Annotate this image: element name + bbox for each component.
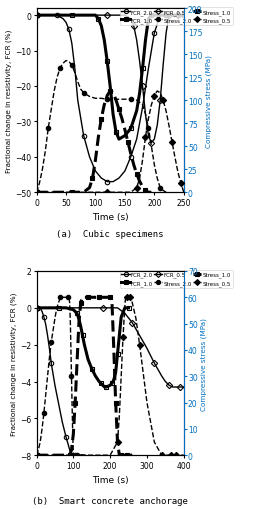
Legend: FCR_2.0, FCR_1.0, FCR_0.5, Stress_2.0, Stress_1.0, Stress_0.5: FCR_2.0, FCR_1.0, FCR_0.5, Stress_2.0, S…	[120, 8, 232, 25]
Text: (b)  Smart concrete anchorage: (b) Smart concrete anchorage	[32, 496, 188, 505]
X-axis label: Time (s): Time (s)	[92, 475, 129, 485]
Y-axis label: Fractional change in resistivity, FCR (%): Fractional change in resistivity, FCR (%…	[6, 30, 12, 173]
Text: (a)  Cubic specimens: (a) Cubic specimens	[56, 230, 164, 239]
Y-axis label: Compressive stress (MPa): Compressive stress (MPa)	[205, 54, 212, 147]
X-axis label: Time (s): Time (s)	[92, 213, 129, 222]
Y-axis label: Fractional change in resistivity, FCR (%): Fractional change in resistivity, FCR (%…	[10, 292, 17, 435]
Y-axis label: Compressive stress (MPa): Compressive stress (MPa)	[200, 317, 207, 410]
Legend: FCR_2.0, FCR_1.0, FCR_0.5, Stress_2.0, Stress_1.0, Stress_0.5: FCR_2.0, FCR_1.0, FCR_0.5, Stress_2.0, S…	[120, 271, 232, 288]
